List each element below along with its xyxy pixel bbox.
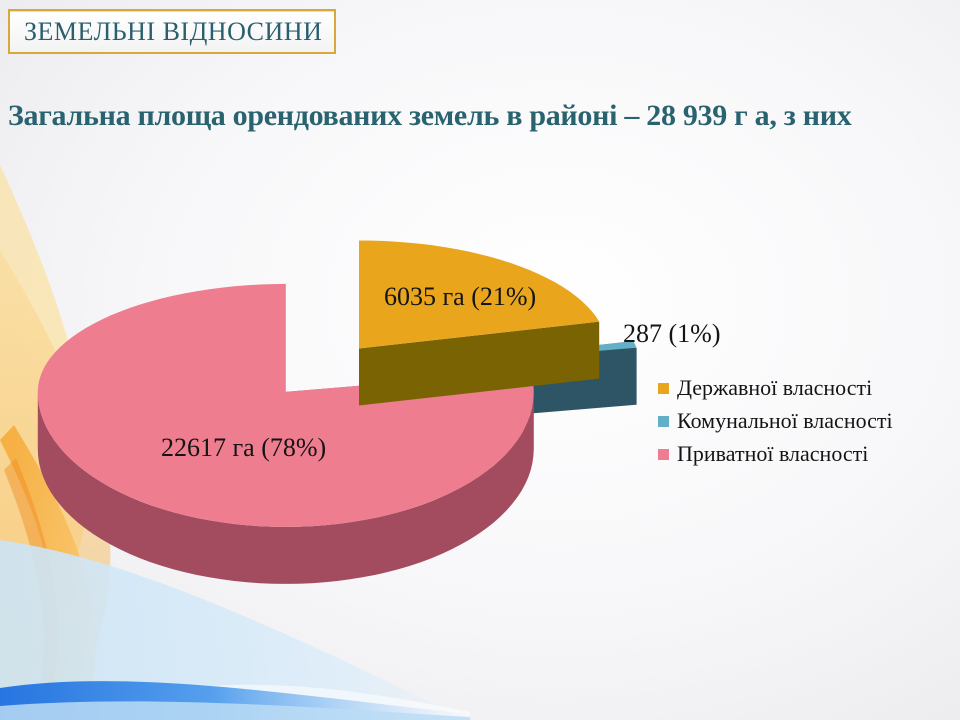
pie-label-communal: 287 (1%) <box>623 319 721 348</box>
legend-swatch-private <box>658 448 669 460</box>
pie-slice-private-rim <box>37 391 534 584</box>
decor-light-blue-strip <box>0 701 470 720</box>
legend-label-communal: Комунальної власності <box>677 408 893 433</box>
pie-slice-private <box>37 283 534 527</box>
legend-label-state: Державної власності <box>677 375 873 400</box>
legend-swatch-communal <box>658 415 669 427</box>
slide-heading: Загальна площа орендованих земель в райо… <box>8 99 852 132</box>
slide-title-badge: ЗЕМЕЛЬНІ ВІДНОСИНИ <box>8 9 336 54</box>
chart-legend: Державної власності Комунальної власност… <box>658 375 893 476</box>
decor-pale-blue-area <box>0 540 460 720</box>
legend-label-private: Приватної власності <box>677 441 869 466</box>
pie-slice-state-wall <box>359 321 600 406</box>
legend-item-state: Державної власності <box>658 375 893 400</box>
pie-label-state: 6035 га (21%) <box>384 282 537 311</box>
legend-swatch-state <box>658 382 669 394</box>
pie-label-private: 22617 га (78%) <box>161 433 327 462</box>
legend-item-private: Приватної власності <box>658 441 893 466</box>
slide-title-text: ЗЕМЕЛЬНІ ВІДНОСИНИ <box>24 17 323 46</box>
pie-slice-state <box>359 240 600 349</box>
legend-item-communal: Комунальної власності <box>658 408 893 433</box>
